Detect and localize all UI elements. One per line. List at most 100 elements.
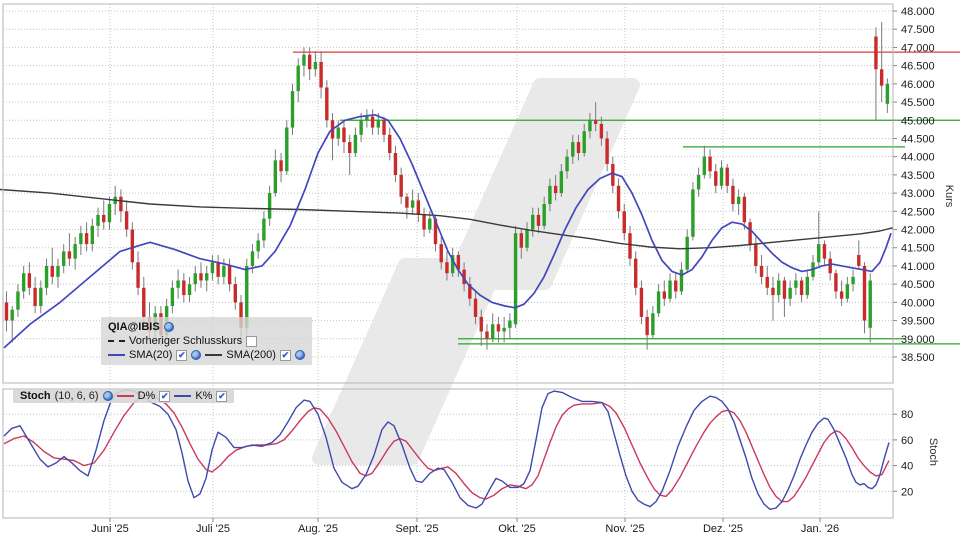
candle-up	[565, 156, 569, 172]
candle-down	[834, 273, 838, 292]
price-tick-label: 46.500	[901, 61, 935, 73]
candle-up	[365, 116, 369, 121]
candle-up	[696, 174, 701, 190]
candle-down	[553, 185, 558, 194]
candle-up	[16, 291, 20, 310]
candle-up	[210, 262, 215, 274]
month-label: Nov. '25	[605, 523, 644, 535]
candle-up	[21, 273, 26, 292]
candle-up	[410, 200, 415, 208]
sma200-settings-icon[interactable]	[294, 350, 305, 360]
candle-down	[422, 214, 426, 230]
candle-up	[651, 313, 655, 336]
candle-down	[662, 291, 666, 299]
candle-down	[182, 280, 186, 296]
candle-up	[582, 131, 586, 154]
candle-up	[525, 229, 529, 248]
candle-down	[593, 120, 598, 124]
candle-up	[193, 273, 197, 285]
candle-down	[382, 120, 386, 135]
candle-up	[868, 280, 872, 328]
price-tick-label: 46.000	[901, 79, 935, 91]
candle-down	[874, 36, 878, 70]
sma20-line-sample	[108, 354, 125, 356]
candle-down	[754, 244, 758, 266]
candle-up	[588, 120, 592, 132]
stoch-tick-label: 80	[901, 409, 913, 421]
candle-down	[405, 196, 409, 208]
candle-down	[628, 233, 632, 259]
candle-up	[513, 233, 518, 325]
candle-up	[817, 244, 821, 263]
candle-up	[691, 189, 695, 237]
instrument-settings-icon[interactable]	[163, 322, 174, 332]
candle-up	[90, 225, 94, 245]
candle-down	[674, 280, 678, 292]
candle-down	[4, 302, 9, 321]
stoch-k-checkbox[interactable]: ✔	[216, 390, 228, 402]
candle-down	[468, 284, 472, 299]
candle-up	[245, 265, 249, 328]
candle-down	[84, 233, 89, 245]
month-label: Sept. '25	[395, 523, 438, 535]
sma20-settings-icon[interactable]	[191, 350, 202, 360]
stoch-d-line-sample	[116, 395, 134, 397]
price-tick-label: 41.000	[901, 261, 935, 273]
stoch-tick-label: 40	[901, 461, 913, 473]
candle-up	[788, 287, 792, 299]
month-label: Aug. '25	[298, 523, 338, 535]
stoch-settings-icon[interactable]	[102, 391, 113, 401]
prev-close-checkbox[interactable]	[246, 335, 258, 347]
price-tick-label: 45.500	[901, 97, 935, 109]
candle-down	[771, 287, 775, 296]
candle-down	[536, 214, 541, 226]
candle-down	[731, 185, 735, 205]
candle-up	[250, 251, 255, 266]
stoch-d-checkbox[interactable]: ✔	[159, 390, 171, 402]
candle-down	[822, 244, 827, 259]
candle-up	[794, 280, 798, 288]
candle-up	[62, 251, 66, 266]
candle-up	[685, 236, 689, 270]
candle-up	[176, 280, 180, 288]
candles-layer	[4, 21, 890, 350]
candle-down	[462, 269, 466, 285]
candle-up	[531, 214, 535, 230]
candle-down	[496, 324, 501, 332]
candle-down	[102, 214, 106, 223]
candle-down	[124, 211, 129, 230]
stoch-tick-label: 20	[901, 486, 913, 498]
candle-down	[67, 251, 72, 259]
legend-row-sma: SMA(20) ✔ SMA(200) ✔	[108, 348, 305, 362]
candle-down	[605, 138, 609, 164]
candle-down	[634, 258, 638, 288]
sma200-line	[0, 188, 894, 250]
support-resistance-lines	[293, 51, 960, 345]
sma20-checkbox[interactable]: ✔	[176, 349, 188, 361]
sma200-checkbox[interactable]: ✔	[279, 349, 291, 361]
candle-down	[862, 265, 867, 321]
candle-up	[313, 61, 318, 70]
candle-up	[491, 324, 495, 339]
candle-down	[857, 255, 861, 266]
candle-down	[325, 87, 329, 121]
candle-down	[227, 265, 232, 285]
prev-close-label: Vorheriger Schlusskurs	[129, 335, 243, 347]
price-tick-label: 42.500	[901, 206, 935, 218]
price-tick-label: 48.000	[901, 6, 935, 18]
candle-up	[702, 156, 707, 175]
candle-down	[136, 262, 140, 288]
sma20-label: SMA(20)	[129, 349, 173, 361]
sma20-line	[3, 113, 892, 349]
candle-up	[508, 320, 512, 328]
candle-up	[777, 280, 781, 296]
candle-up	[56, 265, 60, 277]
candle-down	[576, 142, 581, 154]
candle-down	[473, 298, 478, 317]
candle-up	[10, 309, 14, 321]
candle-down	[342, 127, 346, 143]
price-tick-label: 39.000	[901, 334, 935, 346]
candle-down	[616, 185, 621, 212]
